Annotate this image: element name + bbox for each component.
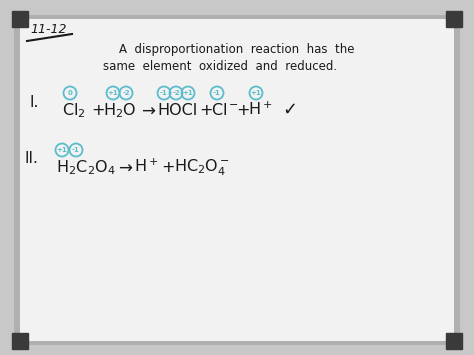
Text: +1: +1 [182, 90, 193, 96]
Text: +: + [161, 160, 174, 175]
Text: $\rightarrow$: $\rightarrow$ [115, 158, 133, 176]
Text: II.: II. [25, 151, 39, 166]
Text: +: + [199, 103, 212, 118]
Text: -2: -2 [122, 90, 130, 96]
Text: 0: 0 [68, 90, 73, 96]
Text: ✓: ✓ [282, 101, 297, 119]
Text: $\rightarrow$: $\rightarrow$ [138, 101, 156, 119]
Text: HC$_2$O$_4^-$: HC$_2$O$_4^-$ [174, 158, 230, 179]
Bar [12, 333, 28, 349]
Text: +1: +1 [108, 90, 118, 96]
Text: HOCl: HOCl [157, 103, 197, 118]
Text: +1: +1 [251, 90, 261, 96]
Bar [12, 11, 28, 27]
Text: H$^+$: H$^+$ [248, 101, 273, 118]
Bar [446, 11, 462, 27]
Text: -2: -2 [172, 90, 180, 96]
Text: -1: -1 [213, 90, 221, 96]
Text: +1: +1 [56, 147, 67, 153]
Text: H$^+$: H$^+$ [134, 158, 158, 175]
Text: same  element  oxidized  and  reduced.: same element oxidized and reduced. [103, 60, 337, 73]
Text: H$_2$O: H$_2$O [103, 101, 137, 120]
Text: A  disproportionation  reaction  has  the: A disproportionation reaction has the [119, 43, 355, 56]
Text: Cl$^-$: Cl$^-$ [211, 102, 239, 118]
Text: +: + [91, 103, 104, 118]
Text: H$_2$C$_2$O$_4$: H$_2$C$_2$O$_4$ [56, 158, 116, 177]
Text: Cl$_2$: Cl$_2$ [62, 101, 86, 120]
Text: -1: -1 [72, 147, 80, 153]
Text: -1: -1 [160, 90, 168, 96]
Text: +: + [236, 103, 249, 118]
Text: 11-12: 11-12 [30, 23, 66, 36]
Text: I.: I. [30, 95, 39, 110]
Bar [446, 333, 462, 349]
